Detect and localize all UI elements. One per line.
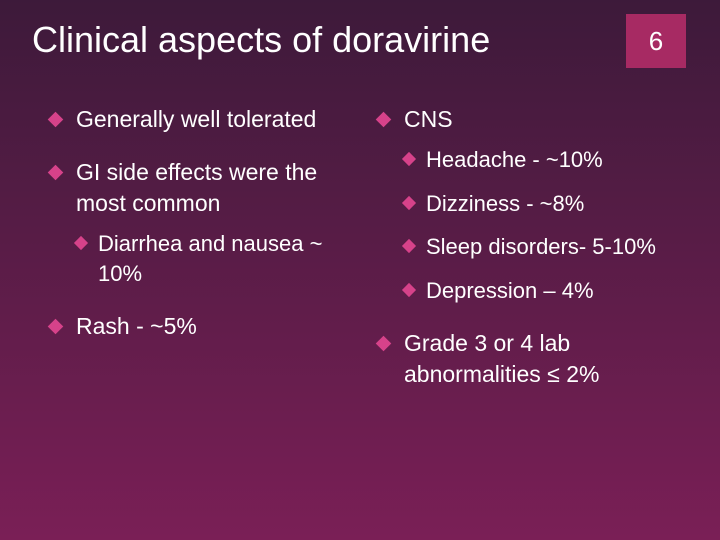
diamond-icon [48, 112, 64, 128]
diamond-icon [48, 318, 64, 334]
diamond-icon [74, 236, 88, 250]
sub-list: Diarrhea and nausea ~ 10% [76, 229, 364, 288]
list-item-text: Headache - ~10% [426, 147, 603, 172]
list-item-text: Diarrhea and nausea ~ 10% [98, 231, 322, 286]
diamond-icon [402, 239, 416, 253]
list-item-text: Grade 3 or 4 lab abnormalities ≤ 2% [404, 330, 599, 387]
list-item: Grade 3 or 4 lab abnormalities ≤ 2% [378, 328, 692, 390]
right-column: CNS Headache - ~10% Dizziness - ~8% Sleep d… [374, 104, 692, 412]
right-bullet-list: CNS Headache - ~10% Dizziness - ~8% Sleep d… [378, 104, 692, 390]
list-item: Rash - ~5% [50, 311, 364, 342]
list-item: Depression – 4% [404, 276, 692, 306]
slide-body: Generally well tolerated GI side effects … [0, 68, 720, 412]
slide-number: 6 [649, 26, 663, 57]
diamond-icon [376, 112, 392, 128]
slide-title: Clinical aspects of doravirine [32, 18, 626, 61]
list-item: CNS Headache - ~10% Dizziness - ~8% Sleep d… [378, 104, 692, 306]
list-item-text: CNS [404, 106, 453, 132]
diamond-icon [402, 152, 416, 166]
slide: Clinical aspects of doravirine 6 General… [0, 0, 720, 540]
sub-list: Headache - ~10% Dizziness - ~8% Sleep diso… [404, 145, 692, 306]
left-bullet-list: Generally well tolerated GI side effects … [50, 104, 364, 342]
diamond-icon [402, 283, 416, 297]
list-item-text: Depression – 4% [426, 278, 594, 303]
list-item: Sleep disorders- 5-10% [404, 232, 692, 262]
list-item-text: Dizziness - ~8% [426, 191, 584, 216]
slide-number-box: 6 [626, 14, 686, 68]
list-item-text: Rash - ~5% [76, 313, 197, 339]
list-item: Diarrhea and nausea ~ 10% [76, 229, 364, 288]
left-column: Generally well tolerated GI side effects … [50, 104, 374, 412]
list-item: Dizziness - ~8% [404, 189, 692, 219]
list-item: Generally well tolerated [50, 104, 364, 135]
list-item: GI side effects were the most common Diar… [50, 157, 364, 288]
list-item: Headache - ~10% [404, 145, 692, 175]
diamond-icon [402, 196, 416, 210]
diamond-icon [48, 165, 64, 181]
title-row: Clinical aspects of doravirine 6 [0, 0, 720, 68]
list-item-text: Sleep disorders- 5-10% [426, 234, 656, 259]
list-item-text: Generally well tolerated [76, 106, 316, 132]
list-item-text: GI side effects were the most common [76, 159, 317, 216]
diamond-icon [376, 336, 392, 352]
